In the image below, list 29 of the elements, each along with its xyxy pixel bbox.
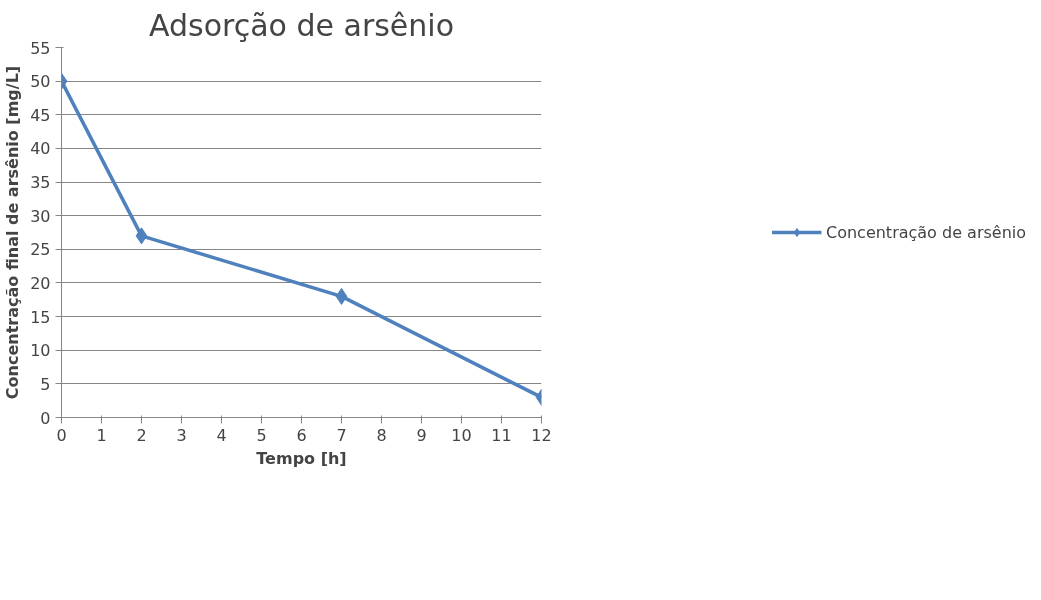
y-tick-label: 40 [30, 139, 51, 159]
x-tick-label: 11 [491, 425, 512, 445]
x-tick-label: 5 [256, 425, 267, 445]
y-tick-label: 25 [30, 240, 51, 260]
x-tick-label: 1 [96, 425, 107, 445]
y-axis-title: Concentração final de arsênio [mg/L] [3, 65, 23, 400]
x-tick-label: 3 [176, 425, 187, 445]
x-axis-title: Tempo [h] [256, 448, 347, 468]
y-tick-label: 0 [40, 408, 51, 428]
y-tick-label: 20 [30, 273, 51, 293]
y-tick-label: 50 [30, 72, 51, 92]
y-tick-label: 5 [40, 374, 51, 394]
chart-title: Adsorção de arsênio [149, 7, 455, 43]
x-tick-label: 4 [216, 425, 227, 445]
y-tick-label: 35 [30, 173, 51, 193]
x-tick-label: 7 [336, 425, 347, 445]
legend-label: Concentração de arsênio [825, 222, 1027, 242]
y-tick-label: 15 [30, 307, 51, 327]
x-tick-label: 12 [531, 425, 552, 445]
x-tick-label: 10 [451, 425, 472, 445]
x-tick-label: 0 [56, 425, 67, 445]
y-tick-label: 10 [30, 341, 51, 361]
y-tick-label: 55 [30, 38, 51, 58]
y-tick-label: 30 [30, 206, 51, 226]
x-tick-label: 8 [376, 425, 387, 445]
x-tick-label: 2 [136, 425, 147, 445]
y-tick-label: 45 [30, 105, 51, 125]
x-tick-label: 9 [416, 425, 427, 445]
x-tick-label: 6 [296, 425, 307, 445]
